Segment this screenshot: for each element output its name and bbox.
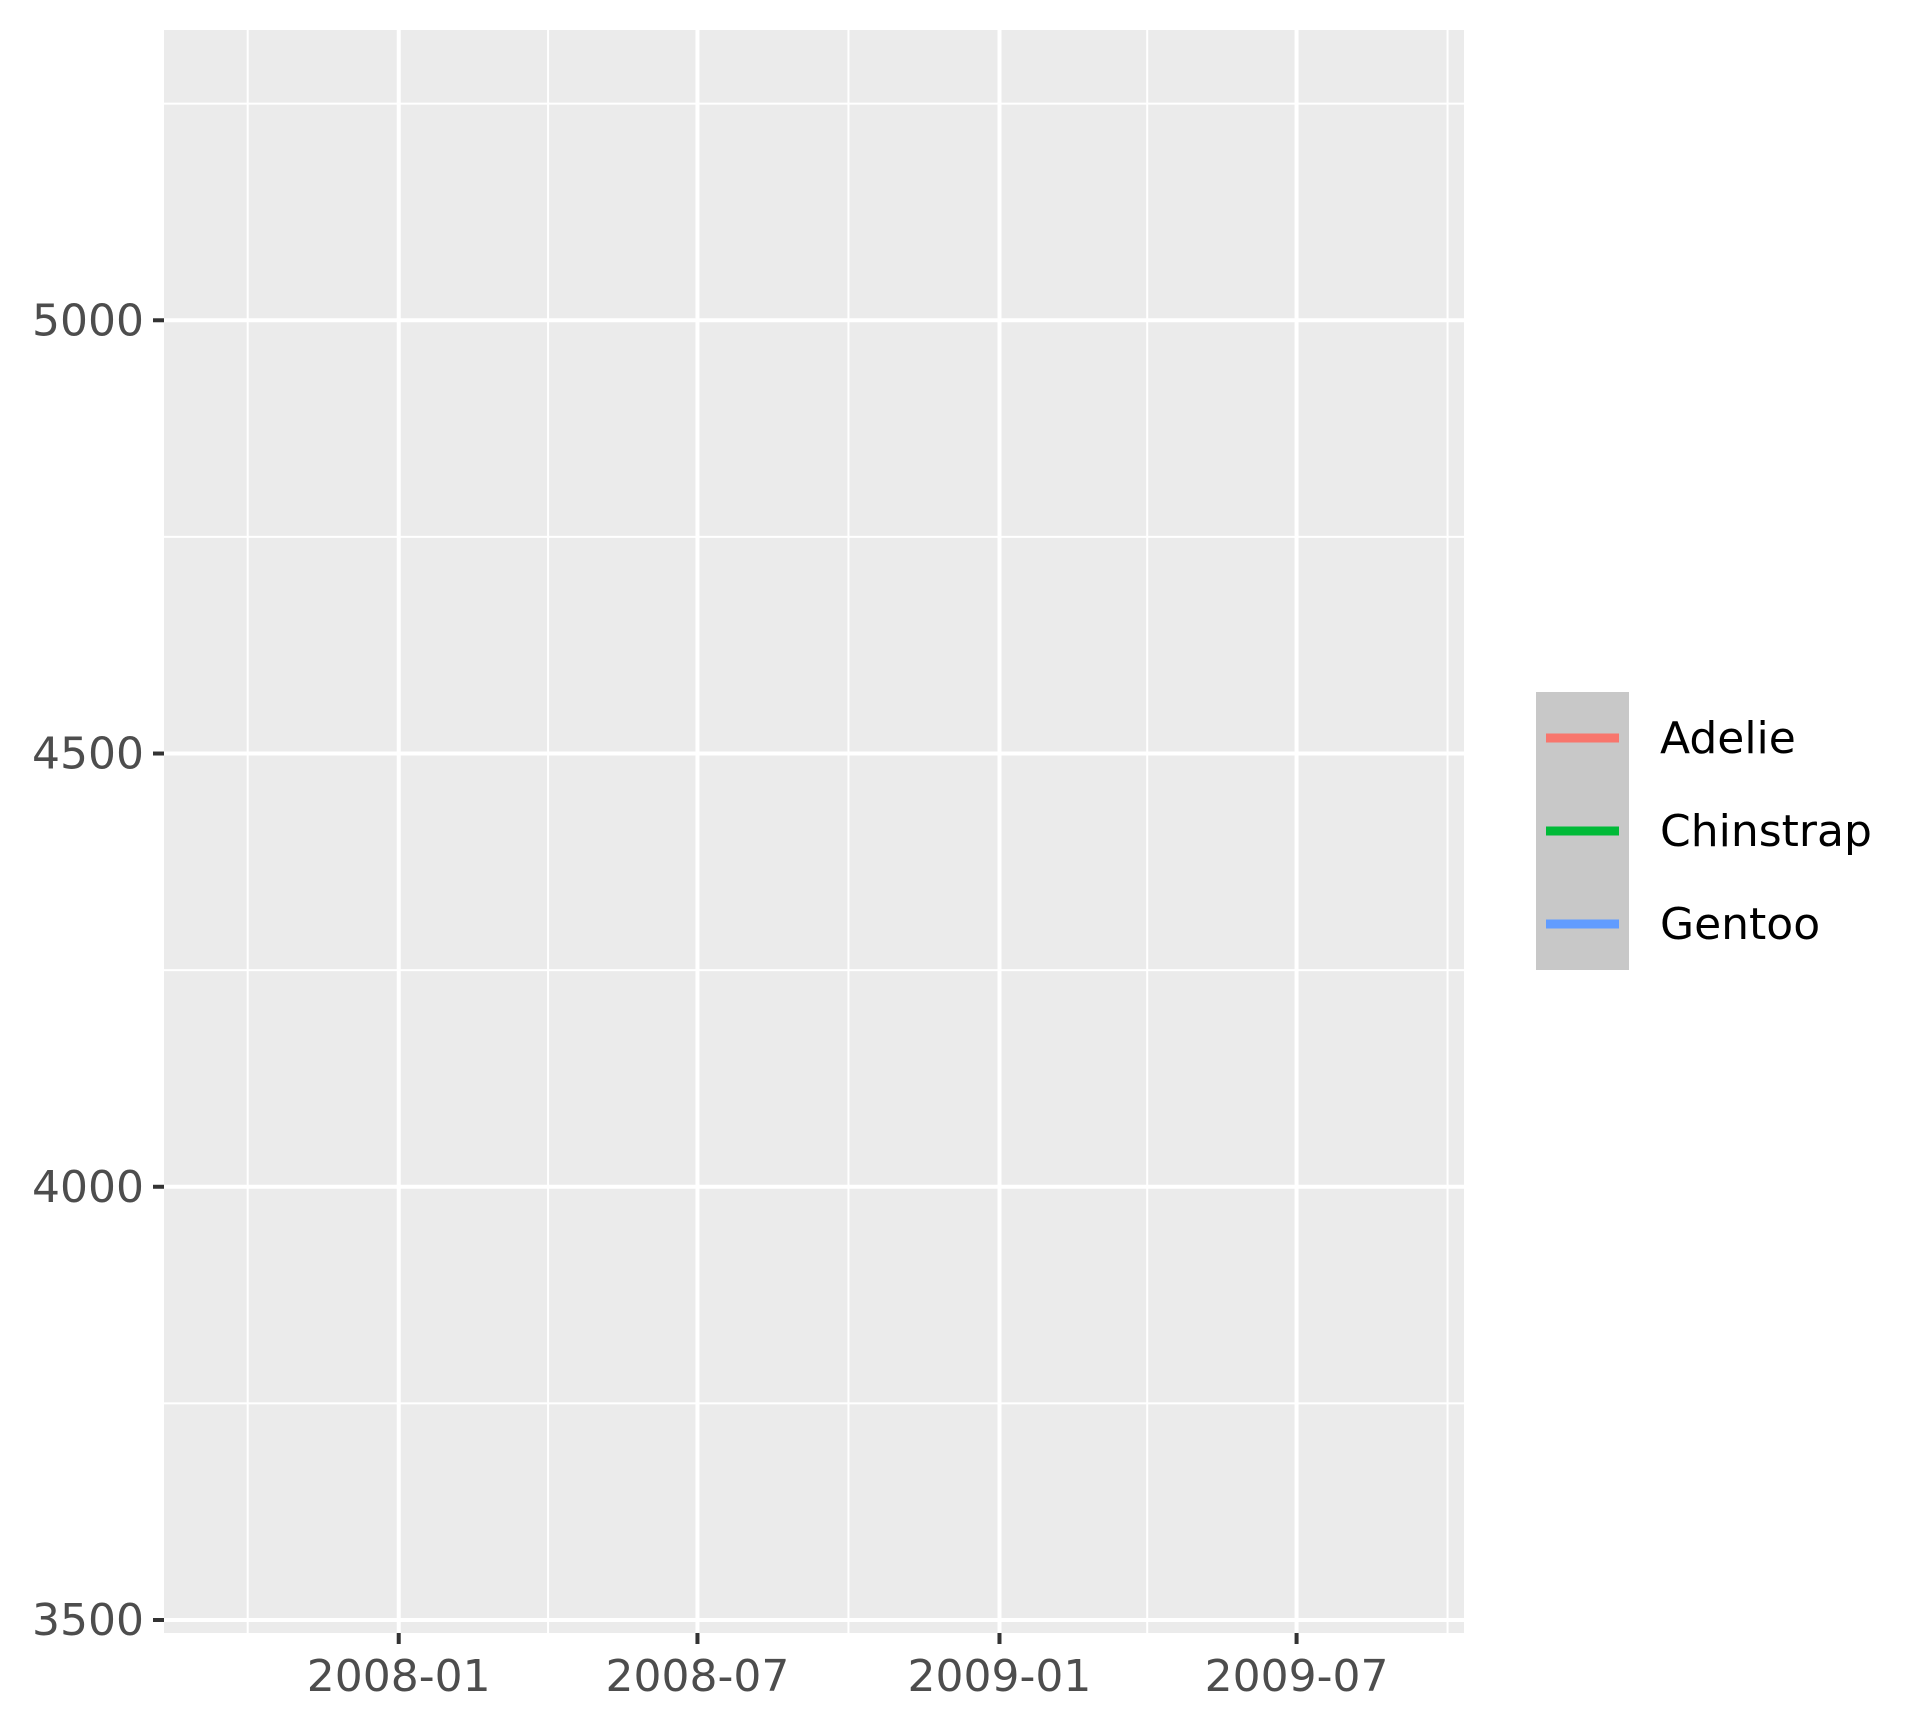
legend: Adelie Chinstrap Gentoo [1536,692,1872,970]
x-tick-label: 2008-07 [606,1651,790,1702]
minor-grid [164,30,1464,1633]
x-axis: 2008-01 2008-07 2009-01 2009-07 [307,1633,1389,1702]
y-tick-label: 3500 [32,1595,144,1646]
y-tick-label: 4000 [32,1162,144,1213]
x-tick-label: 2009-07 [1205,1651,1389,1702]
x-tick-label: 2008-01 [307,1651,491,1702]
y-axis: 3500 4000 4500 5000 [32,295,164,1646]
y-tick-label: 4500 [32,729,144,780]
y-tick-label: 5000 [32,295,144,346]
legend-label-gentoo: Gentoo [1660,899,1820,950]
major-grid [164,30,1464,1633]
legend-label-adelie: Adelie [1660,713,1796,764]
plot-panel [164,30,1464,1633]
x-tick-label: 2009-01 [908,1651,1092,1702]
legend-label-chinstrap: Chinstrap [1660,806,1872,857]
